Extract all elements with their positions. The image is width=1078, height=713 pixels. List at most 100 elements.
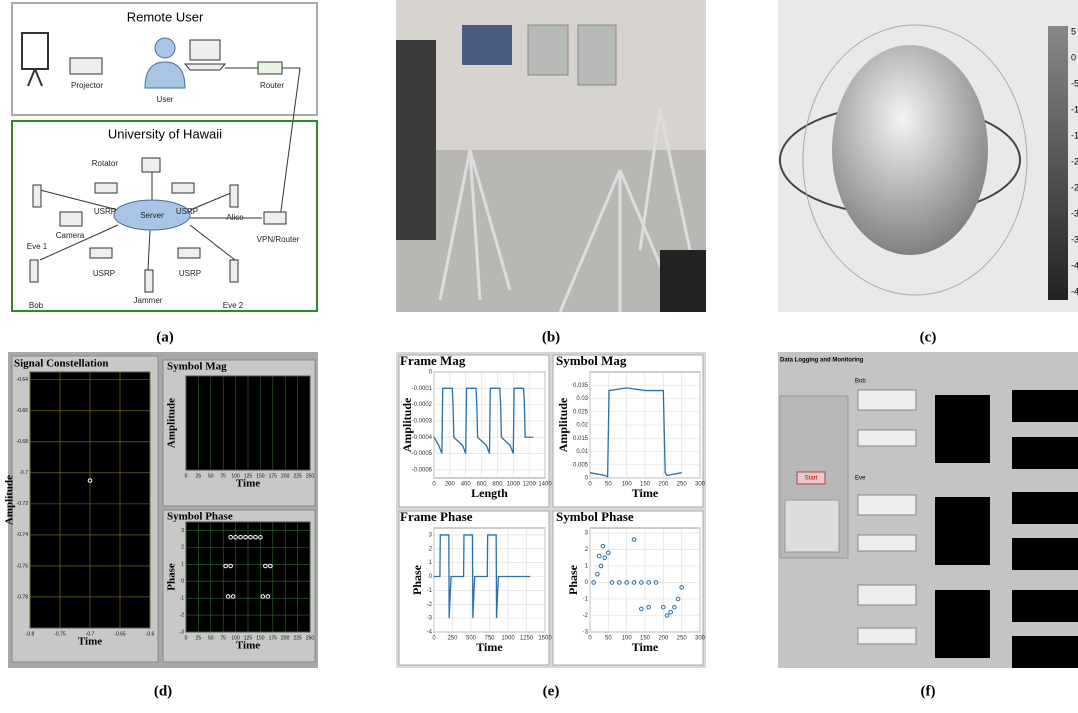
y-tick-label: -1	[583, 597, 589, 603]
x-axis-label: Length	[471, 486, 508, 500]
x-tick-label: 200	[658, 482, 669, 488]
plot-title: Symbol Phase	[556, 509, 634, 524]
colorbar-tick-label: -2	[1071, 156, 1078, 166]
node-label: USRP	[94, 207, 116, 216]
y-tick-label: 0	[429, 574, 433, 580]
start-label[interactable]: Start	[805, 476, 818, 482]
data-point	[591, 580, 596, 585]
user-head	[154, 37, 176, 59]
laptop-icon	[183, 39, 227, 71]
node-label: User	[157, 95, 174, 104]
data-point	[653, 580, 659, 585]
data-point	[248, 534, 253, 540]
node-label: USRP	[93, 269, 115, 278]
data-point	[230, 594, 236, 599]
x-tick-label: 25	[196, 473, 202, 479]
colorbar-tick-label: 0	[1071, 52, 1076, 62]
screen-stand	[27, 68, 43, 87]
x-tick-label: 125	[244, 473, 253, 479]
y-tick-label: -3	[427, 616, 433, 622]
plot-title: Symbol Phase	[167, 511, 233, 523]
poster	[462, 25, 512, 65]
plot-title: Symbol Mag	[167, 361, 227, 373]
x-axis-label: Time	[632, 640, 659, 654]
plot-title: Frame Phase	[400, 509, 473, 524]
data-point	[223, 563, 228, 569]
y-tick-label: -1	[180, 595, 185, 601]
pattern-surface	[832, 45, 988, 255]
x-tick-label: 750	[484, 636, 495, 642]
x-tick-label: 250	[677, 636, 688, 642]
data-line	[434, 534, 531, 619]
data-point	[263, 563, 268, 569]
ring	[802, 24, 1028, 296]
data-point	[624, 580, 629, 585]
colorbar-ticks: 5 0 -5 -1 -1 -2 -2 -3 -3 -4 -4	[1071, 26, 1078, 296]
y-tick-label: -0.0002	[412, 402, 433, 408]
plot-c: 5 0 -5 -1 -1 -2 -2 -3 -3 -4 -4	[778, 0, 1078, 312]
data-point	[661, 604, 666, 610]
x-tick-label: 0	[185, 635, 188, 641]
data-point	[228, 563, 233, 569]
y-tick-label: -0.0001	[412, 386, 433, 392]
x-tick-label: 300	[695, 482, 706, 488]
y-tick-label: -0.0004	[412, 435, 433, 441]
y-tick-label: 0.02	[576, 423, 588, 429]
x-tick-label: 50	[208, 473, 214, 479]
x-tick-label: 500	[466, 636, 477, 642]
y-axis-label: Phase	[166, 563, 178, 591]
y-tick-label: -0.78	[17, 594, 29, 600]
data-point	[228, 534, 233, 540]
y-tick-label: -0.0003	[412, 419, 433, 425]
colorbar-tick-label: -3	[1071, 234, 1078, 244]
data-point	[265, 594, 271, 599]
remote-box	[11, 2, 318, 116]
server-icon	[113, 199, 191, 231]
colorbar-tick-label: -1	[1071, 130, 1078, 140]
scopes	[935, 390, 1078, 668]
y-tick-label: -0.0006	[412, 467, 433, 473]
section-label: Bob	[855, 379, 866, 385]
node-label: Eve 1	[27, 242, 48, 251]
y-tick-label: -0.7	[19, 470, 28, 476]
start-button[interactable]	[796, 471, 826, 485]
y-tick-label: 1	[429, 560, 433, 566]
data-point	[598, 563, 604, 569]
colorbar-tick-label: 5	[1071, 26, 1076, 36]
x-tick-label: 1000	[507, 482, 521, 488]
colorbar-tick-label: -3	[1071, 208, 1078, 218]
y-tick-label: 2	[585, 547, 589, 553]
panel-box	[577, 24, 617, 86]
plot-title: Symbol Mag	[556, 353, 627, 368]
caption: (d)	[154, 683, 172, 699]
y-axis-label: Amplitude	[166, 398, 178, 448]
x-tick-label: 250	[447, 636, 458, 642]
x-tick-label: -0.8	[26, 631, 35, 637]
equipment	[660, 250, 706, 312]
x-tick-label: 200	[445, 482, 456, 488]
x-tick-label: 400	[461, 482, 472, 488]
data-point	[243, 534, 248, 540]
x-tick-label: 0	[432, 482, 436, 488]
university-box	[11, 120, 318, 312]
y-axis-label: Amplitude	[556, 397, 570, 452]
device-icons	[29, 182, 287, 293]
data-point	[602, 555, 607, 561]
y-tick-label: 0.03	[576, 396, 588, 402]
y-tick-label: 2	[429, 546, 433, 552]
caption: (f)	[921, 683, 936, 699]
x-tick-label: 200	[658, 636, 669, 642]
x-tick-label: -0.7	[86, 631, 95, 637]
y-tick-label: -0.72	[17, 501, 29, 507]
rotator-icon	[141, 157, 161, 173]
x-tick-label: 75	[220, 473, 226, 479]
gui-f: Start Data Logging and Monitoring Bob Ev…	[778, 352, 1078, 668]
data-line	[433, 387, 534, 454]
node-label: Jammer	[134, 296, 163, 305]
node-label: Rotator	[92, 159, 119, 168]
x-tick-label: 250	[306, 473, 315, 479]
caption: (a)	[156, 329, 174, 345]
diagram-a: Remote User Projector User Router Univer…	[11, 2, 318, 312]
